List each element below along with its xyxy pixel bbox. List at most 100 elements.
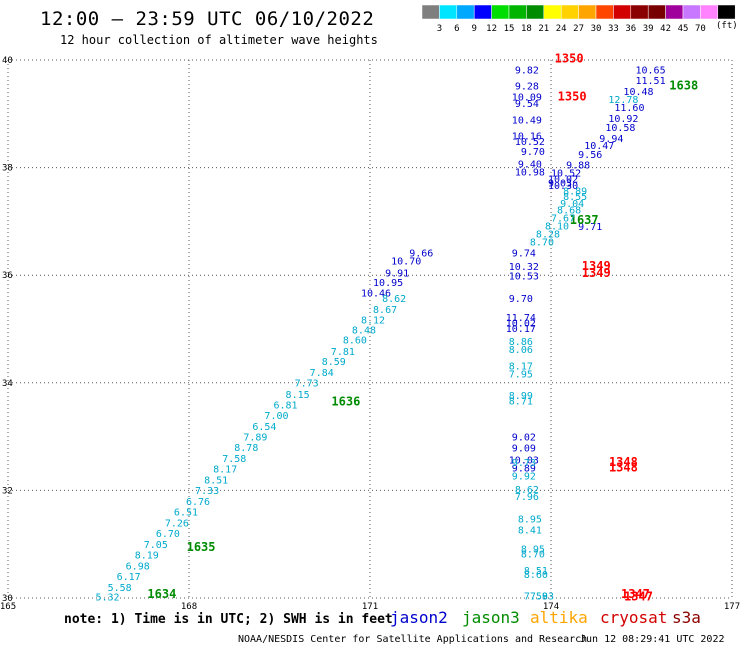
wave-height-label-jason2: 10.02 bbox=[548, 175, 578, 186]
colorbar-label: 18 bbox=[521, 24, 532, 34]
wave-height-label-altika: 7.26 bbox=[165, 518, 189, 529]
colorbar-label: 42 bbox=[660, 24, 671, 34]
wave-height-label-jason2: 9.74 bbox=[512, 248, 536, 259]
colorbar-swatch bbox=[630, 4, 649, 20]
wave-height-label-jason2: 9.66 bbox=[409, 248, 433, 259]
legend-altika: altika bbox=[530, 608, 588, 627]
wave-height-label-altika: 8.15 bbox=[286, 390, 310, 401]
wave-height-label-altika: 7.05 bbox=[144, 540, 168, 551]
colorbar-swatch bbox=[421, 4, 440, 20]
wave-height-label-jason3: 1638 bbox=[669, 79, 698, 93]
wave-height-label-altika: 5.32 bbox=[96, 593, 120, 604]
legend-jason3: jason3 bbox=[462, 608, 520, 627]
wave-height-label-altika: 7.89 bbox=[243, 432, 267, 443]
wave-height-label-jason2: 10.46 bbox=[361, 289, 391, 300]
wave-height-label-altika: 8.99 bbox=[509, 391, 533, 402]
wave-height-label-altika: 9.04 bbox=[560, 199, 584, 210]
colorbar-swatch bbox=[473, 4, 492, 20]
y-tick-label: 36 bbox=[2, 271, 13, 281]
wave-height-label-jason2: 10.70 bbox=[391, 256, 421, 267]
wave-height-label-altika: 8.62 bbox=[382, 294, 406, 305]
wave-height-label-altika: 7.93 bbox=[530, 592, 554, 603]
wave-height-label-jason2: 9.91 bbox=[385, 268, 409, 279]
wave-height-label-altika: 7.58 bbox=[222, 454, 246, 465]
wave-height-label-cryosat: 1350 bbox=[555, 52, 584, 66]
colorbar-swatch bbox=[526, 4, 545, 20]
wave-height-label-cryosat: 1349 bbox=[582, 259, 611, 273]
legend-cryosat: cryosat bbox=[600, 608, 668, 627]
wave-height-label-jason2: 9.88 bbox=[566, 161, 590, 172]
wave-height-label-jason2: 10.02 bbox=[506, 318, 536, 329]
colorbar-label: 6 bbox=[454, 24, 459, 34]
wave-height-label-altika: 8.60 bbox=[343, 336, 367, 347]
wave-height-label-jason2: 10.09 bbox=[512, 92, 542, 103]
wave-height-label-altika: 8.62 bbox=[515, 485, 539, 496]
wave-height-label-altika: 8.67 bbox=[373, 305, 397, 316]
wave-height-label-altika: 9.73 bbox=[512, 458, 536, 469]
wave-height-label-jason2: 11.74 bbox=[506, 313, 536, 324]
wave-height-label-altika: 7.81 bbox=[331, 347, 355, 358]
wave-height-label-altika: 6.98 bbox=[126, 561, 150, 572]
wave-height-label-jason2: 11.60 bbox=[614, 103, 644, 114]
y-tick-label: 34 bbox=[2, 379, 13, 389]
wave-height-label-altika: 8.86 bbox=[509, 337, 533, 348]
wave-height-label-altika: 6.76 bbox=[186, 497, 210, 508]
wave-height-label-altika: 7.00 bbox=[264, 411, 288, 422]
y-tick-label: 32 bbox=[2, 486, 13, 496]
wave-height-label-jason2: 9.28 bbox=[515, 82, 539, 93]
colorbar-label: 36 bbox=[625, 24, 636, 34]
wave-height-label-jason3: 1635 bbox=[187, 540, 216, 554]
wave-height-label-altika: 8.06 bbox=[509, 345, 533, 356]
wave-height-label-altika: 8.70 bbox=[521, 550, 545, 561]
footer-credit: NOAA/NESDIS Center for Satellite Applica… bbox=[238, 634, 588, 645]
wave-height-label-jason2: 9.94 bbox=[599, 134, 623, 145]
wave-height-label-altika: 9.92 bbox=[512, 472, 536, 483]
wave-height-label-altika: 7.95 bbox=[509, 369, 533, 380]
wave-height-label-jason2: 10.52 bbox=[551, 169, 581, 180]
wave-height-label-altika: 8.95 bbox=[518, 515, 542, 526]
wave-height-label-altika: 7.67 bbox=[551, 213, 575, 224]
wave-height-label-altika: 7.73 bbox=[295, 379, 319, 390]
colorbar-swatch bbox=[578, 4, 597, 20]
wave-height-label-jason2: 10.16 bbox=[512, 132, 542, 143]
wave-height-label-cryosat: 1349 bbox=[582, 266, 611, 280]
wave-height-label-jason2: 9.56 bbox=[578, 150, 602, 161]
colorbar-unit: (ft) bbox=[716, 21, 738, 31]
wave-height-label-altika: 8.51 bbox=[524, 566, 548, 577]
x-tick-label: 165 bbox=[0, 602, 16, 612]
colorbar-label: 30 bbox=[591, 24, 602, 34]
wave-height-label-jason3: 1636 bbox=[331, 394, 360, 408]
legend-jason2: jason2 bbox=[390, 608, 448, 627]
wave-height-label-jason2: 9.70 bbox=[521, 147, 545, 158]
wave-height-label-jason2: 10.30 bbox=[548, 181, 578, 192]
colorbar-swatch bbox=[717, 4, 736, 20]
wave-height-label-altika: 8.12 bbox=[361, 316, 385, 327]
colorbar-label: 27 bbox=[573, 24, 584, 34]
x-tick-label: 177 bbox=[724, 602, 740, 612]
wave-height-label-jason2: 9.02 bbox=[512, 432, 536, 443]
wave-height-label-jason2: 9.71 bbox=[578, 222, 602, 233]
footer-note: note: 1) Time is in UTC; 2) SWH is in fe… bbox=[64, 612, 393, 627]
wave-height-label-altika: 8.68 bbox=[557, 205, 581, 216]
wave-height-label-jason2: 9.89 bbox=[512, 464, 536, 475]
wave-height-label-altika: 8.41 bbox=[518, 525, 542, 536]
colorbar-label: 3 bbox=[437, 24, 442, 34]
wave-height-label-altika: 8.48 bbox=[352, 325, 376, 336]
wave-height-label-jason2: 9.03 bbox=[548, 178, 572, 189]
wave-height-label-altika: 7.33 bbox=[195, 486, 219, 497]
x-tick-label: 171 bbox=[362, 602, 378, 612]
wave-height-label-jason3: 1634 bbox=[147, 587, 176, 601]
wave-height-label-altika: 8.60 bbox=[524, 570, 548, 581]
wave-height-label-altika: 5.58 bbox=[108, 583, 132, 594]
wave-height-label-altika: 6.51 bbox=[174, 508, 198, 519]
wave-height-label-altika: 7.84 bbox=[310, 368, 334, 379]
wave-height-label-jason2: 9.70 bbox=[509, 294, 533, 305]
wave-height-label-altika: 8.78 bbox=[234, 443, 258, 454]
wave-height-label-altika: 7.58 bbox=[524, 592, 548, 603]
x-tick-label: 174 bbox=[543, 602, 559, 612]
wave-height-label-jason2: 11.51 bbox=[635, 76, 665, 87]
wave-height-label-cryosat: 1348 bbox=[609, 461, 638, 475]
wave-height-label-jason2: 9.40 bbox=[518, 160, 542, 171]
wave-height-label-jason2: 9.09 bbox=[512, 444, 536, 455]
